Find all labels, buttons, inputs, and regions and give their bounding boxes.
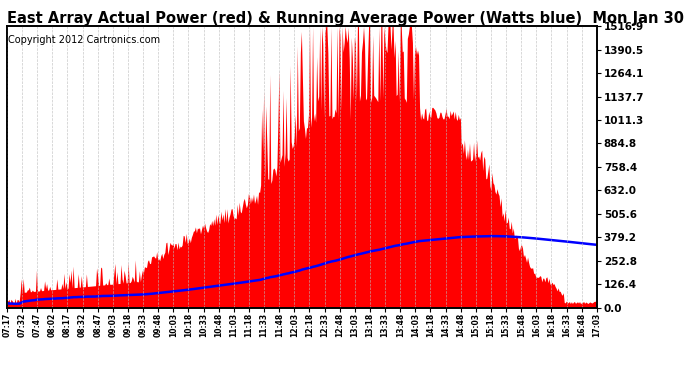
Text: Copyright 2012 Cartronics.com: Copyright 2012 Cartronics.com <box>8 35 160 45</box>
Text: East Array Actual Power (red) & Running Average Power (Watts blue)  Mon Jan 30 1: East Array Actual Power (red) & Running … <box>7 11 690 26</box>
